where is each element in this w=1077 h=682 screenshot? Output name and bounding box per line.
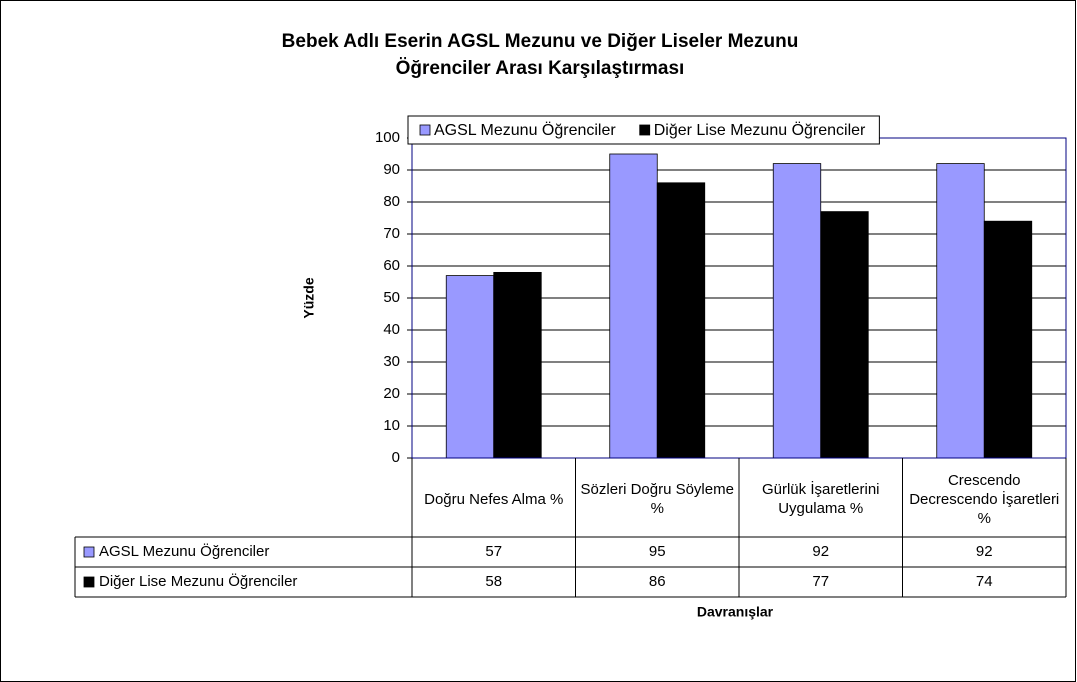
x-tick-label-box: Crescendo Decrescendo İşaretleri % bbox=[909, 471, 1060, 527]
y-tick-label: 20 bbox=[383, 385, 400, 402]
table-series-label: Diğer Lise Mezunu Öğrenciler bbox=[99, 572, 297, 590]
legend-key bbox=[83, 576, 95, 588]
bar bbox=[983, 220, 1033, 459]
table-value: 95 bbox=[649, 543, 666, 560]
x-tick-label: Crescendo Decrescendo İşaretleri % bbox=[909, 471, 1060, 527]
legend-label: Diğer Lise Mezunu Öğrenciler bbox=[654, 121, 866, 139]
y-tick-label: 60 bbox=[383, 257, 400, 274]
bar bbox=[656, 182, 706, 459]
table-value: 58 bbox=[485, 573, 502, 590]
bar bbox=[772, 163, 822, 459]
chart-title: Öğrenciler Arası Karşılaştırması bbox=[396, 58, 685, 79]
x-tick-label-box: Sözleri Doğru Söyleme % bbox=[580, 481, 734, 517]
legend-key bbox=[639, 124, 651, 136]
table-value: 77 bbox=[812, 573, 829, 590]
bar bbox=[445, 275, 495, 459]
table-value: 74 bbox=[976, 573, 993, 590]
bar bbox=[820, 211, 869, 459]
y-tick-label: 80 bbox=[383, 193, 400, 210]
x-tick-label: Sözleri Doğru Söyleme % bbox=[580, 481, 734, 517]
table-series-label: AGSL Mezunu Öğrenciler bbox=[99, 542, 269, 560]
chart-title: Bebek Adlı Eserin AGSL Mezunu ve Diğer L… bbox=[282, 31, 799, 52]
y-tick-label: 0 bbox=[392, 449, 400, 466]
y-axis-title: Yüzde bbox=[301, 277, 317, 318]
legend-key bbox=[83, 546, 95, 558]
y-tick-label: 10 bbox=[383, 417, 400, 434]
y-tick-label: 70 bbox=[383, 225, 400, 242]
x-tick-label-box: Gürlük İşaretlerini Uygulama % bbox=[761, 481, 880, 517]
bar bbox=[936, 163, 985, 459]
table-value: 92 bbox=[976, 543, 993, 560]
table-value: 92 bbox=[812, 543, 829, 560]
x-tick-label-box: Doğru Nefes Alma % bbox=[424, 490, 564, 508]
legend-label: AGSL Mezunu Öğrenciler bbox=[434, 121, 616, 139]
x-tick-label: Doğru Nefes Alma % bbox=[424, 490, 564, 508]
y-tick-label: 30 bbox=[383, 353, 400, 370]
legend: AGSL Mezunu Öğrenciler Diğer Lise Mezunu … bbox=[407, 115, 880, 145]
x-tick-label: Gürlük İşaretlerini Uygulama % bbox=[761, 481, 880, 517]
table-value: 57 bbox=[485, 543, 502, 560]
y-tick-label: 90 bbox=[383, 161, 400, 178]
legend-key bbox=[419, 124, 431, 136]
y-tick-label: 40 bbox=[383, 321, 400, 338]
bar bbox=[493, 271, 542, 459]
x-axis-title: Davranışlar bbox=[697, 604, 774, 620]
bar bbox=[609, 153, 658, 459]
y-tick-label: 100 bbox=[375, 129, 400, 146]
table-value: 86 bbox=[649, 573, 666, 590]
y-tick-label: 50 bbox=[383, 289, 400, 306]
